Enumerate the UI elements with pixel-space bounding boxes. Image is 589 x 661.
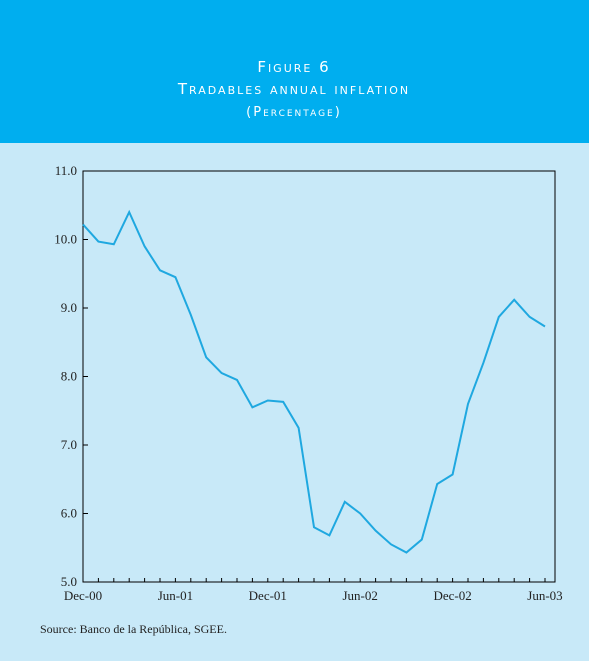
y-tick-label: 9.0 — [61, 300, 77, 315]
x-tick-label: Dec-01 — [249, 588, 287, 603]
y-tick-label: 5.0 — [61, 574, 77, 589]
y-tick-label: 8.0 — [61, 369, 77, 384]
y-tick-label: 6.0 — [61, 506, 77, 521]
chart-title: Figure 6 — [257, 58, 330, 76]
data-line — [82, 209, 546, 554]
y-tick-label: 10.0 — [54, 232, 77, 247]
x-tick-label: Jun-01 — [158, 588, 193, 603]
y-tick-label: 11.0 — [55, 163, 77, 178]
x-tick-label: Dec-00 — [64, 588, 102, 603]
unit-note: (Percentage) — [246, 105, 342, 120]
x-tick-label: Jun-02 — [343, 588, 378, 603]
source: Source: Banco de la República, SGEE. — [40, 622, 227, 636]
header — [0, 0, 589, 143]
x-tick-label: Dec-02 — [433, 588, 471, 603]
chart-subtitle: Tradables annual inflation — [177, 80, 410, 98]
y-tick-label: 7.0 — [61, 437, 77, 452]
x-tick-label: Jun-03 — [527, 588, 562, 603]
